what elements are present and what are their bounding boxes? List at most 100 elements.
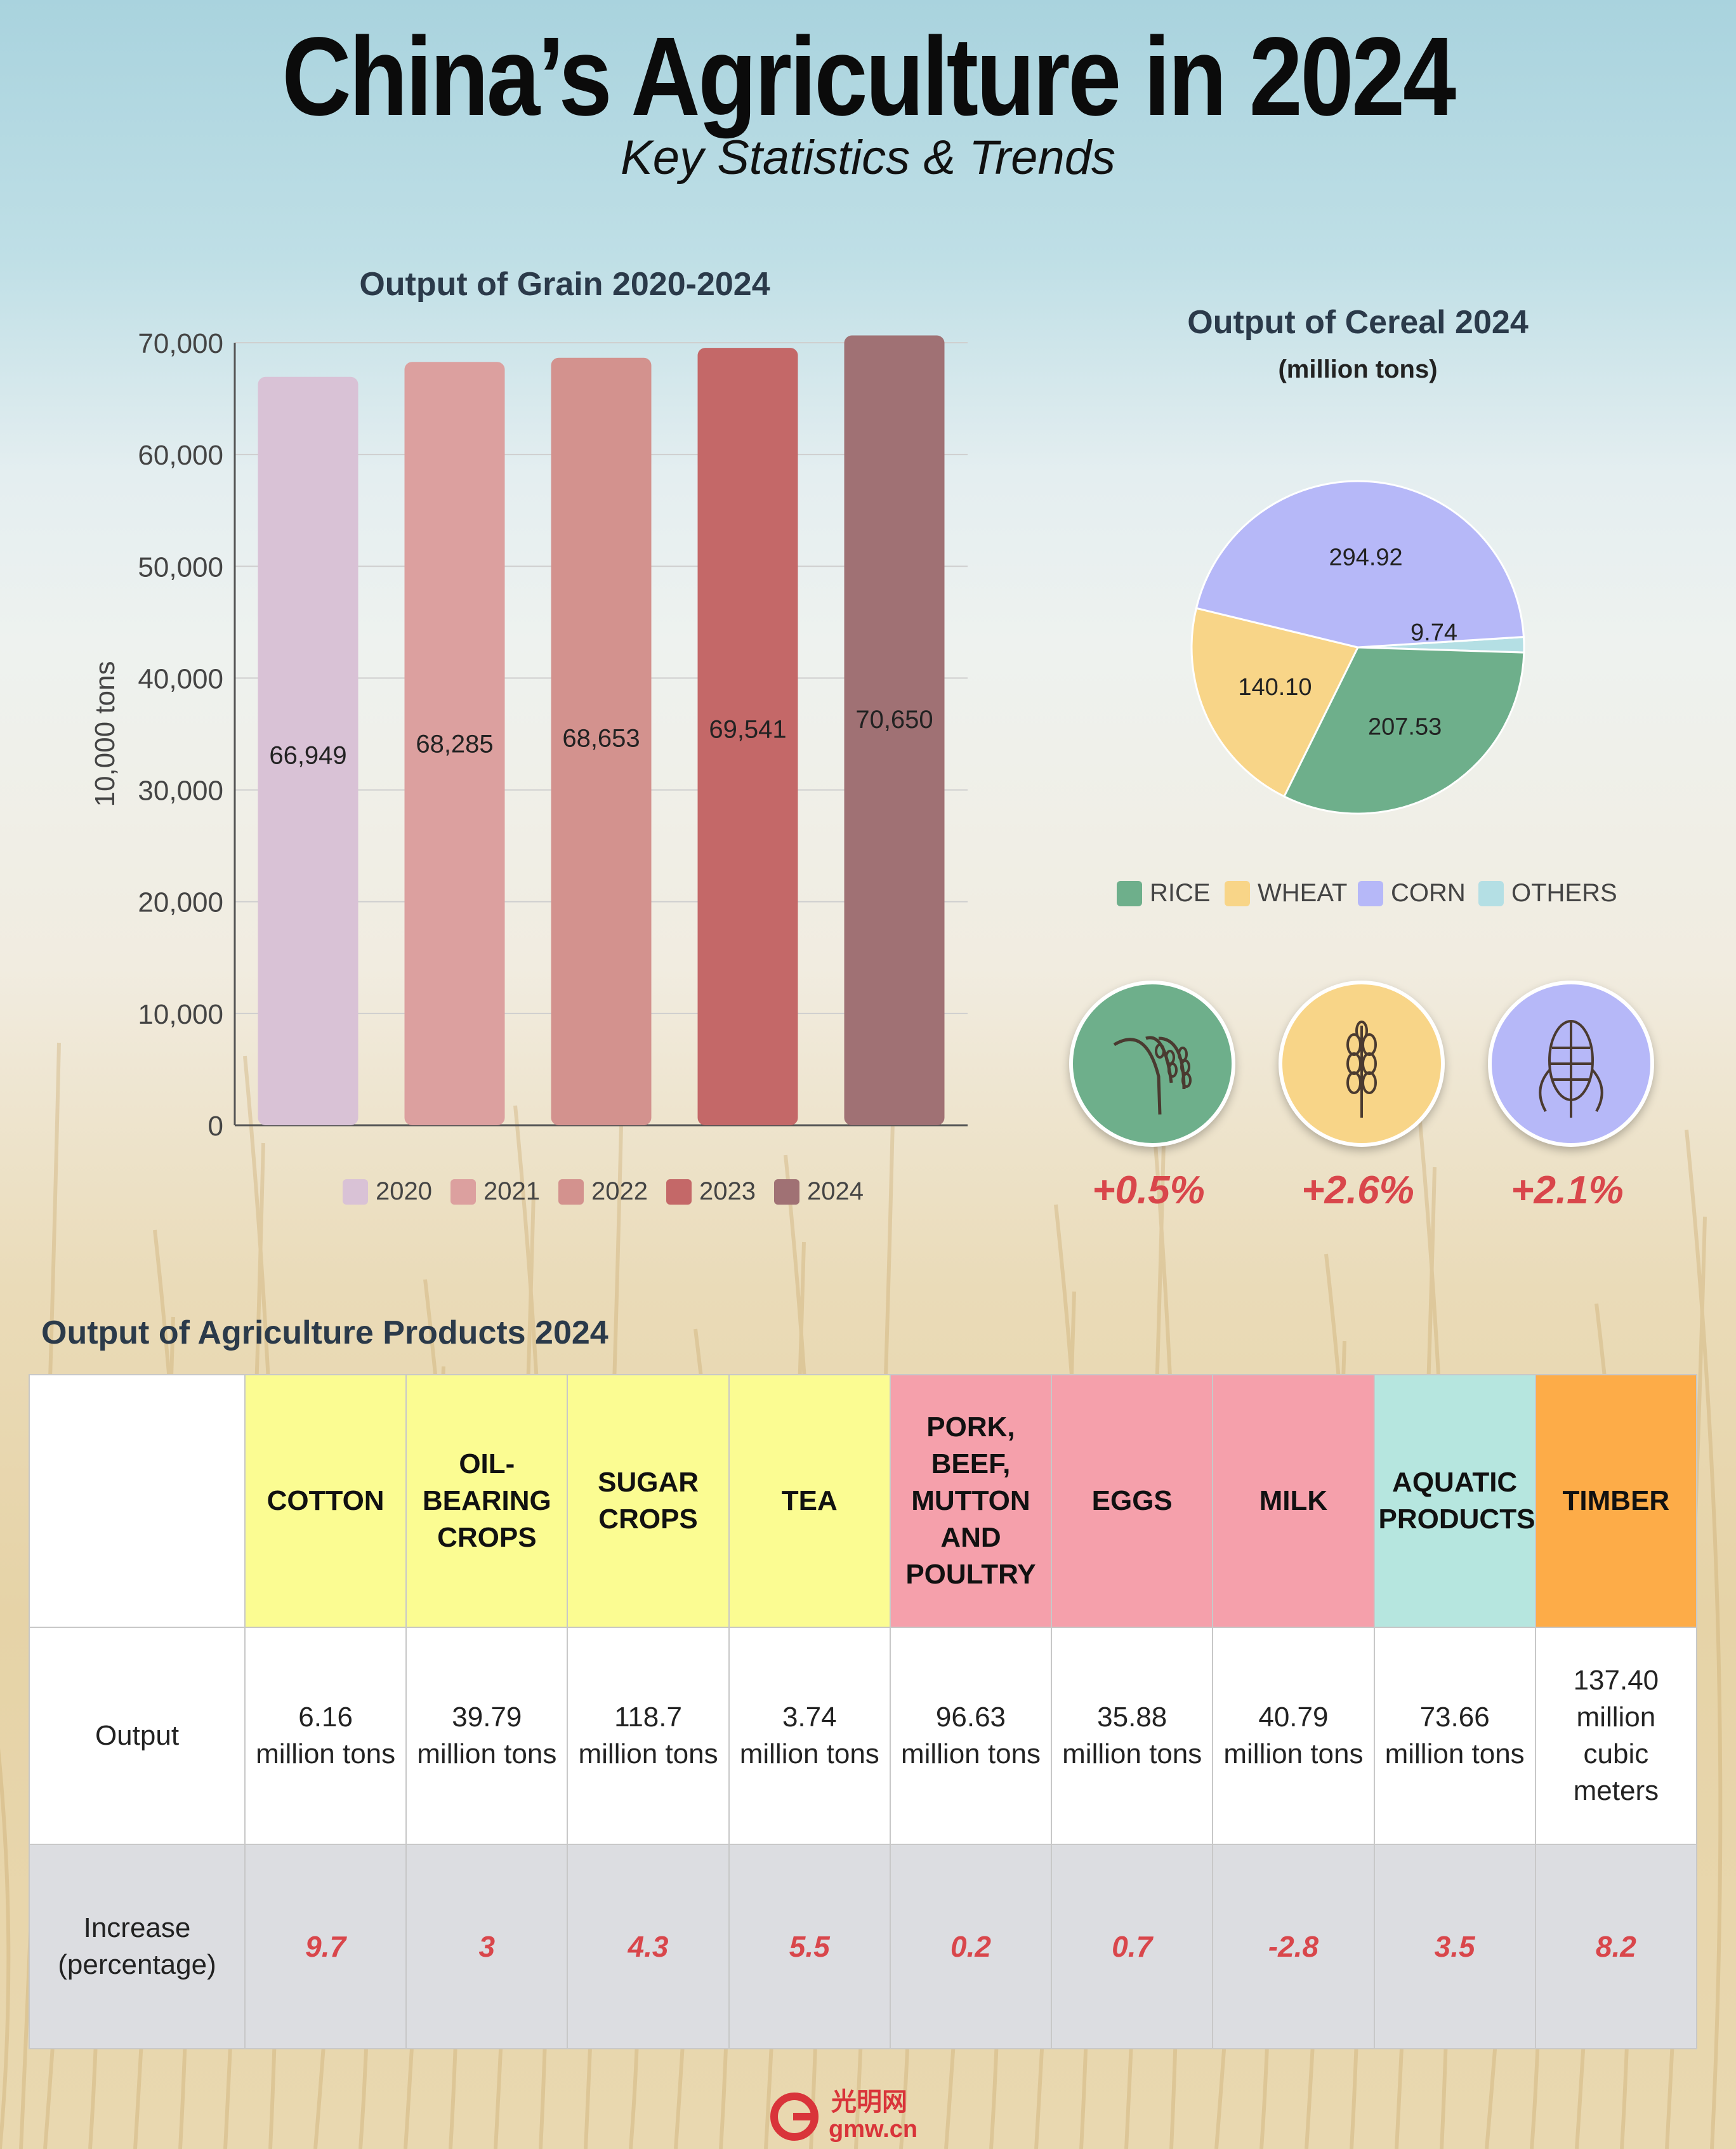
product-output: 118.7 million tons [567, 1627, 730, 1845]
y-tick-label: 50,000 [138, 552, 223, 583]
output-line: million [1576, 1702, 1656, 1733]
legend-item: 2021 [450, 1177, 540, 1206]
legend-swatch [1117, 880, 1142, 906]
output-line: million tons [1062, 1738, 1202, 1769]
legend-label: WHEAT [1258, 879, 1348, 907]
legend-label: OTHERS [1511, 879, 1617, 907]
logo-mark: 光明网 gmw.cn [770, 2087, 917, 2143]
logo-domain: gmw.cn [829, 2116, 917, 2142]
output-line: cubic meters [1573, 1738, 1659, 1806]
product-name-line: PRODUCTS [1378, 1504, 1535, 1535]
legend-item: 2022 [558, 1177, 648, 1206]
rice-badge [1069, 981, 1235, 1147]
product-increase: 5.5 [728, 1844, 891, 2049]
legend-swatch [774, 1179, 799, 1205]
product-name-line: CROPS [437, 1522, 537, 1553]
cereal-pie-chart: 9.74 207.53 140.10 294.92 [1190, 480, 1525, 815]
product-name-line: BEEF, [931, 1448, 1011, 1479]
output-line: million tons [739, 1738, 879, 1769]
product-name-line: COTTON [266, 1485, 385, 1516]
products-title: Output of Agriculture Products 2024 [41, 1314, 608, 1351]
output-line: million tons [900, 1738, 1041, 1769]
pie-slice [1282, 646, 1525, 815]
output-line: million tons [578, 1738, 718, 1769]
product-name-line: OIL- [459, 1448, 515, 1479]
output-line: 39.79 [452, 1702, 522, 1733]
bar [258, 376, 358, 1125]
output-line: million tons [417, 1738, 557, 1769]
product-name-line: AQUATIC [1392, 1467, 1518, 1498]
output-line: 137.40 [1573, 1665, 1659, 1696]
pie-value-label: 9.74 [1410, 619, 1457, 646]
product-increase: 8.2 [1534, 1844, 1698, 2049]
legend-label: CORN [1391, 879, 1466, 907]
pie-slice [1195, 480, 1525, 649]
output-row-label: Output [29, 1627, 246, 1845]
legend-swatch [1225, 880, 1250, 906]
bar [697, 348, 798, 1125]
product-output: 137.40 million cubic meters [1534, 1627, 1698, 1845]
product-header: COTTON [244, 1374, 407, 1628]
product-header: OIL- BEARING CROPS [405, 1374, 569, 1628]
bar [404, 362, 505, 1125]
product-increase: 9.7 [244, 1844, 407, 2049]
y-tick-label: 40,000 [138, 663, 223, 694]
y-tick-label: 20,000 [138, 887, 223, 918]
legend-label: 2024 [807, 1177, 864, 1205]
product-increase: -2.8 [1212, 1844, 1375, 2049]
y-tick-label: 30,000 [138, 776, 223, 807]
output-line: 3.74 [782, 1702, 837, 1733]
pie-value-label: 140.10 [1238, 674, 1312, 701]
wheat-badge [1279, 981, 1445, 1147]
product-output: 96.63 million tons [889, 1627, 1053, 1845]
increase-label-line2: (percentage) [58, 1949, 216, 1980]
legend-item: 2023 [666, 1177, 756, 1206]
product-increase: 0.7 [1051, 1844, 1214, 2049]
y-tick-label: 0 [208, 1111, 223, 1142]
legend-swatch [343, 1179, 368, 1205]
product-output: 73.66 million tons [1373, 1627, 1536, 1845]
legend-swatch [450, 1179, 476, 1205]
corn-badge [1488, 981, 1654, 1147]
legend-label: 2020 [376, 1177, 432, 1205]
product-header: EGGS [1051, 1374, 1214, 1628]
output-line: 6.16 [298, 1702, 353, 1733]
product-name-line: AND [940, 1522, 1001, 1553]
grain-bar-chart: 0 10,000 20,000 30,000 40,000 50,000 60,000 70,… [89, 328, 968, 1142]
increase-row-label: Increase (percentage) [29, 1844, 246, 2049]
product-name-line: TEA [781, 1485, 838, 1516]
bar [551, 357, 652, 1125]
product-header: SUGAR CROPS [567, 1374, 730, 1628]
pie-chart-legend: RICE WHEAT CORN OTHERS [1117, 879, 1624, 917]
page-subtitle: Key Statistics & Trends [621, 131, 1115, 185]
product-header: AQUATIC PRODUCTS [1373, 1374, 1536, 1628]
product-name-line: MUTTON [911, 1485, 1030, 1516]
gmw-logo: 光明网 gmw.cn [768, 2085, 971, 2143]
product-header: TIMBER [1534, 1374, 1698, 1628]
output-line: million tons [256, 1738, 396, 1769]
pie-chart-subtitle: (million tons) [1278, 355, 1438, 383]
output-line: 40.79 [1258, 1702, 1329, 1733]
product-output: 3.74 million tons [728, 1627, 891, 1845]
product-name-line: TIMBER [1562, 1485, 1670, 1516]
output-line: 73.66 [1419, 1702, 1490, 1733]
legend-item: 2020 [343, 1177, 432, 1206]
bar-value-label: 68,653 [562, 724, 640, 752]
output-line: million tons [1223, 1738, 1364, 1769]
product-name-line: CROPS [598, 1504, 698, 1535]
bar [844, 335, 945, 1125]
y-axis-label: 10,000 tons [89, 661, 121, 807]
bar-value-label: 69,541 [709, 716, 786, 744]
products-table: COTTON OIL- BEARING CROPS SUGAR CROPS TEA PORK,… [29, 1374, 1698, 2049]
bar-value-label: 68,285 [416, 731, 493, 758]
product-output: 6.16 million tons [244, 1627, 407, 1845]
product-name-line: PORK, [926, 1412, 1015, 1443]
product-output: 39.79 million tons [405, 1627, 569, 1845]
legend-item: 2024 [774, 1177, 864, 1206]
legend-label: RICE [1150, 879, 1211, 907]
product-name-line: BEARING [422, 1485, 551, 1516]
legend-swatch [666, 1179, 692, 1205]
product-output: 40.79 million tons [1212, 1627, 1375, 1845]
legend-label: 2023 [699, 1177, 756, 1205]
bar-value-label: 66,949 [269, 741, 346, 769]
